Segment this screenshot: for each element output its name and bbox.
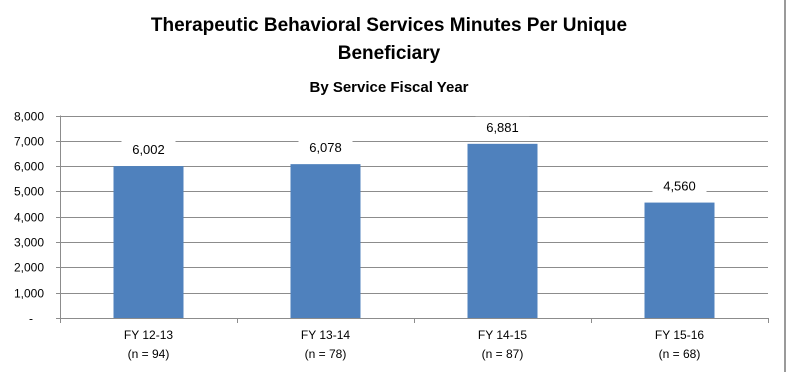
y-tick-label: 6,000 — [14, 160, 44, 174]
y-tick-label: 3,000 — [14, 236, 44, 250]
y-tick-label: - — [29, 312, 33, 326]
x-category-label: FY 13-14 — [301, 328, 350, 342]
x-category-sublabel: (n = 68) — [659, 347, 701, 361]
chart-title-line-2: Beneficiary — [338, 43, 441, 64]
chart-title-line-1: Therapeutic Behavioral Services Minutes … — [151, 15, 627, 36]
chart-subtitle: By Service Fiscal Year — [309, 79, 468, 96]
x-category-sublabel: (n = 87) — [482, 347, 524, 361]
data-label-bg — [298, 137, 353, 158]
x-category-label: FY 14-15 — [478, 328, 527, 342]
plot-area: - 1,000 2,000 3,000 4,000 5,000 6,000 7,000 8,00… — [14, 110, 769, 361]
y-tick-label: 2,000 — [14, 261, 44, 275]
bar — [467, 143, 538, 318]
data-label-bg — [475, 116, 530, 137]
data-label: 6,078 — [309, 140, 342, 155]
bar — [113, 166, 184, 318]
data-label: 6,881 — [486, 120, 519, 135]
data-label: 6,002 — [132, 142, 165, 157]
y-tick-label: 7,000 — [14, 135, 44, 149]
x-category-label: FY 12-13 — [124, 328, 173, 342]
y-tick-label: 1,000 — [14, 287, 44, 301]
x-category-label: FY 15-16 — [655, 328, 704, 342]
data-label: 4,560 — [663, 179, 696, 194]
y-tick-label: 8,000 — [14, 110, 44, 124]
y-tick-label: 4,000 — [14, 211, 44, 225]
x-category-sublabel: (n = 78) — [305, 347, 347, 361]
bar — [290, 164, 361, 318]
y-tick-label: 5,000 — [14, 185, 44, 199]
data-label-bg — [652, 175, 707, 196]
x-category-sublabel: (n = 94) — [128, 347, 170, 361]
bar — [644, 202, 715, 318]
data-label-bg — [121, 139, 176, 160]
